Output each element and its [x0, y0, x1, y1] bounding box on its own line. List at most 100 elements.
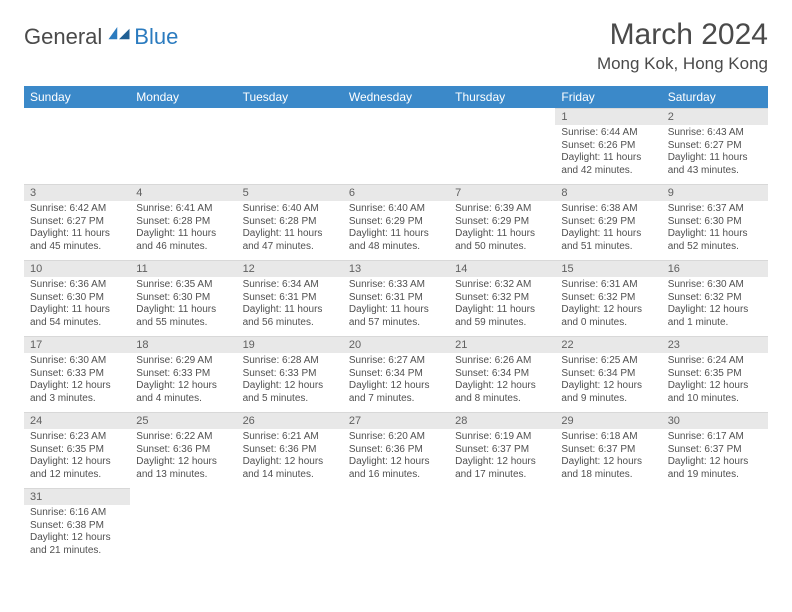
- daylight-line: Daylight: 12 hours and 19 minutes.: [668, 456, 762, 481]
- calendar-cell: 12Sunrise: 6:34 AMSunset: 6:31 PMDayligh…: [237, 260, 343, 336]
- sunrise-line: Sunrise: 6:30 AM: [668, 279, 762, 292]
- sunset-line: Sunset: 6:30 PM: [30, 292, 124, 305]
- sunset-line: Sunset: 6:35 PM: [30, 444, 124, 457]
- calendar-cell: 18Sunrise: 6:29 AMSunset: 6:33 PMDayligh…: [130, 336, 236, 412]
- sunset-line: Sunset: 6:33 PM: [243, 368, 337, 381]
- calendar-body: 1Sunrise: 6:44 AMSunset: 6:26 PMDaylight…: [24, 108, 768, 564]
- day-number: 13: [343, 260, 449, 277]
- day-number: 11: [130, 260, 236, 277]
- day-details: Sunrise: 6:30 AMSunset: 6:33 PMDaylight:…: [24, 353, 130, 409]
- day-details: Sunrise: 6:28 AMSunset: 6:33 PMDaylight:…: [237, 353, 343, 409]
- calendar-cell: 28Sunrise: 6:19 AMSunset: 6:37 PMDayligh…: [449, 412, 555, 488]
- day-number: 1: [555, 108, 661, 125]
- calendar-row: 17Sunrise: 6:30 AMSunset: 6:33 PMDayligh…: [24, 336, 768, 412]
- weekday-header: Tuesday: [237, 86, 343, 108]
- calendar-cell: [662, 488, 768, 564]
- daylight-line: Daylight: 11 hours and 51 minutes.: [561, 228, 655, 253]
- day-number: 22: [555, 336, 661, 353]
- daylight-line: Daylight: 11 hours and 42 minutes.: [561, 152, 655, 177]
- day-number-empty: [24, 108, 130, 124]
- daylight-line: Daylight: 12 hours and 8 minutes.: [455, 380, 549, 405]
- day-number-empty: [662, 488, 768, 504]
- sunset-line: Sunset: 6:29 PM: [349, 216, 443, 229]
- calendar-cell: 21Sunrise: 6:26 AMSunset: 6:34 PMDayligh…: [449, 336, 555, 412]
- brand-part2: Blue: [134, 24, 178, 50]
- calendar-head: SundayMondayTuesdayWednesdayThursdayFrid…: [24, 86, 768, 108]
- sunrise-line: Sunrise: 6:20 AM: [349, 431, 443, 444]
- sunrise-line: Sunrise: 6:39 AM: [455, 203, 549, 216]
- calendar-row: 1Sunrise: 6:44 AMSunset: 6:26 PMDaylight…: [24, 108, 768, 184]
- day-details: Sunrise: 6:33 AMSunset: 6:31 PMDaylight:…: [343, 277, 449, 333]
- sunset-line: Sunset: 6:30 PM: [136, 292, 230, 305]
- sunset-line: Sunset: 6:32 PM: [561, 292, 655, 305]
- weekday-header: Friday: [555, 86, 661, 108]
- day-details: Sunrise: 6:36 AMSunset: 6:30 PMDaylight:…: [24, 277, 130, 333]
- day-number: 5: [237, 184, 343, 201]
- day-number: 4: [130, 184, 236, 201]
- weekday-header: Wednesday: [343, 86, 449, 108]
- day-number: 3: [24, 184, 130, 201]
- sunrise-line: Sunrise: 6:23 AM: [30, 431, 124, 444]
- day-number: 29: [555, 412, 661, 429]
- daylight-line: Daylight: 12 hours and 18 minutes.: [561, 456, 655, 481]
- day-number: 8: [555, 184, 661, 201]
- sunset-line: Sunset: 6:28 PM: [136, 216, 230, 229]
- sunset-line: Sunset: 6:32 PM: [455, 292, 549, 305]
- day-details: Sunrise: 6:30 AMSunset: 6:32 PMDaylight:…: [662, 277, 768, 333]
- day-number-empty: [130, 488, 236, 504]
- day-number: 31: [24, 488, 130, 505]
- day-details: Sunrise: 6:17 AMSunset: 6:37 PMDaylight:…: [662, 429, 768, 485]
- calendar-cell: [237, 488, 343, 564]
- weekday-header: Sunday: [24, 86, 130, 108]
- day-number: 14: [449, 260, 555, 277]
- brand-logo: General Blue: [24, 24, 178, 50]
- daylight-line: Daylight: 12 hours and 5 minutes.: [243, 380, 337, 405]
- day-number: 17: [24, 336, 130, 353]
- daylight-line: Daylight: 11 hours and 56 minutes.: [243, 304, 337, 329]
- calendar-cell: 23Sunrise: 6:24 AMSunset: 6:35 PMDayligh…: [662, 336, 768, 412]
- daylight-line: Daylight: 11 hours and 50 minutes.: [455, 228, 549, 253]
- sunrise-line: Sunrise: 6:19 AM: [455, 431, 549, 444]
- calendar-cell: 25Sunrise: 6:22 AMSunset: 6:36 PMDayligh…: [130, 412, 236, 488]
- calendar-cell: 11Sunrise: 6:35 AMSunset: 6:30 PMDayligh…: [130, 260, 236, 336]
- sunset-line: Sunset: 6:34 PM: [349, 368, 443, 381]
- daylight-line: Daylight: 12 hours and 1 minute.: [668, 304, 762, 329]
- sunset-line: Sunset: 6:34 PM: [561, 368, 655, 381]
- day-details: Sunrise: 6:42 AMSunset: 6:27 PMDaylight:…: [24, 201, 130, 257]
- day-details: Sunrise: 6:23 AMSunset: 6:35 PMDaylight:…: [24, 429, 130, 485]
- day-details: Sunrise: 6:37 AMSunset: 6:30 PMDaylight:…: [662, 201, 768, 257]
- day-number: 25: [130, 412, 236, 429]
- day-number-empty: [237, 488, 343, 504]
- daylight-line: Daylight: 11 hours and 48 minutes.: [349, 228, 443, 253]
- calendar-cell: 6Sunrise: 6:40 AMSunset: 6:29 PMDaylight…: [343, 184, 449, 260]
- day-number: 6: [343, 184, 449, 201]
- day-number: 12: [237, 260, 343, 277]
- sunrise-line: Sunrise: 6:34 AM: [243, 279, 337, 292]
- sunset-line: Sunset: 6:37 PM: [455, 444, 549, 457]
- calendar-cell: 14Sunrise: 6:32 AMSunset: 6:32 PMDayligh…: [449, 260, 555, 336]
- calendar-cell: 9Sunrise: 6:37 AMSunset: 6:30 PMDaylight…: [662, 184, 768, 260]
- sunset-line: Sunset: 6:37 PM: [668, 444, 762, 457]
- day-details: Sunrise: 6:39 AMSunset: 6:29 PMDaylight:…: [449, 201, 555, 257]
- sunrise-line: Sunrise: 6:36 AM: [30, 279, 124, 292]
- calendar-cell: [555, 488, 661, 564]
- title-month-year: March 2024: [597, 18, 768, 52]
- sunrise-line: Sunrise: 6:27 AM: [349, 355, 443, 368]
- sunrise-line: Sunrise: 6:44 AM: [561, 127, 655, 140]
- day-details: Sunrise: 6:26 AMSunset: 6:34 PMDaylight:…: [449, 353, 555, 409]
- title-location: Mong Kok, Hong Kong: [597, 54, 768, 74]
- day-details: Sunrise: 6:24 AMSunset: 6:35 PMDaylight:…: [662, 353, 768, 409]
- sunrise-line: Sunrise: 6:16 AM: [30, 507, 124, 520]
- calendar-cell: [130, 108, 236, 184]
- day-number: 20: [343, 336, 449, 353]
- day-details: Sunrise: 6:20 AMSunset: 6:36 PMDaylight:…: [343, 429, 449, 485]
- calendar-cell: 5Sunrise: 6:40 AMSunset: 6:28 PMDaylight…: [237, 184, 343, 260]
- calendar-cell: 27Sunrise: 6:20 AMSunset: 6:36 PMDayligh…: [343, 412, 449, 488]
- daylight-line: Daylight: 11 hours and 43 minutes.: [668, 152, 762, 177]
- calendar-cell: 13Sunrise: 6:33 AMSunset: 6:31 PMDayligh…: [343, 260, 449, 336]
- calendar-cell: [343, 488, 449, 564]
- day-details: Sunrise: 6:34 AMSunset: 6:31 PMDaylight:…: [237, 277, 343, 333]
- calendar-cell: 31Sunrise: 6:16 AMSunset: 6:38 PMDayligh…: [24, 488, 130, 564]
- sunset-line: Sunset: 6:34 PM: [455, 368, 549, 381]
- day-number: 16: [662, 260, 768, 277]
